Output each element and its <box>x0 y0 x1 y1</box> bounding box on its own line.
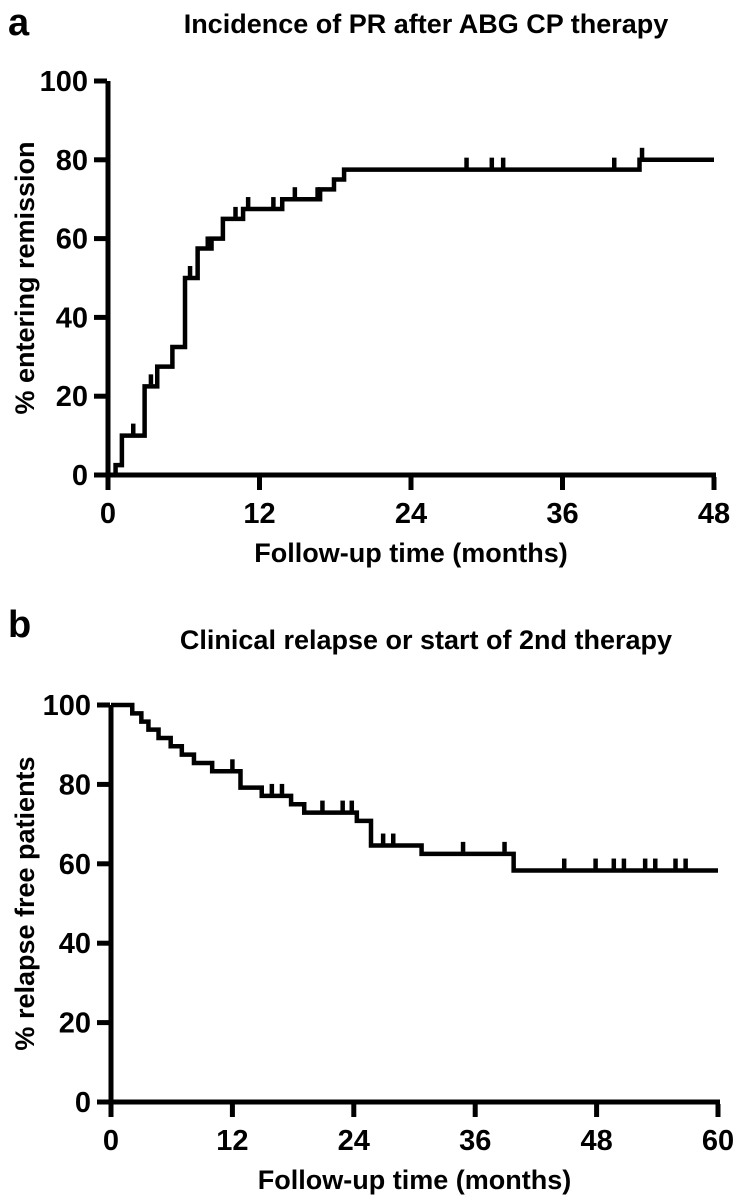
y-tick-label: 20 <box>56 381 88 413</box>
y-tick-label: 40 <box>56 302 88 334</box>
km-step-curve <box>108 157 714 478</box>
y-tick-label: 100 <box>43 690 91 722</box>
x-tick-label: 12 <box>243 498 275 530</box>
y-tick-label: 60 <box>56 224 88 256</box>
x-tick-label: 0 <box>100 498 116 530</box>
panel-a-label: a <box>8 2 30 44</box>
x-tick-label: 0 <box>103 1125 119 1157</box>
panel-b-label: b <box>8 604 32 646</box>
panel-a: a Incidence of PR after ABG CP therapy 0… <box>0 0 747 580</box>
y-tick-label: 40 <box>59 928 91 960</box>
x-tick-label: 48 <box>580 1125 612 1157</box>
x-tick-label: 36 <box>546 498 578 530</box>
y-axis-label: % relapse free patients <box>10 756 40 1050</box>
y-tick-label: 100 <box>40 66 88 98</box>
panel-b-title: Clinical relapse or start of 2nd therapy <box>179 625 673 655</box>
y-axis-label: % entering remission <box>10 141 40 414</box>
y-tick-label: 80 <box>59 769 91 801</box>
x-tick-label: 60 <box>702 1125 734 1157</box>
panel-a-title: Incidence of PR after ABG CP therapy <box>183 9 669 39</box>
panel-b: b Clinical relapse or start of 2nd thera… <box>0 580 747 1203</box>
x-axis-label: Follow-up time (months) <box>258 1165 571 1195</box>
x-tick-label: 24 <box>338 1125 370 1157</box>
km-chart-relapse-free: 0 20 40 60 80 100 0 12 24 36 48 60 Follow-up time (m… <box>10 690 734 1195</box>
x-tick-label: 48 <box>698 498 730 530</box>
y-tick-label: 60 <box>59 849 91 881</box>
km-chart-remission: 0 20 40 60 80 100 0 12 24 36 48 Follow-up time (mon… <box>10 66 730 568</box>
x-axis-label: Follow-up time (months) <box>254 538 567 568</box>
y-tick-label: 20 <box>59 1008 91 1040</box>
x-tick-label: 12 <box>216 1125 248 1157</box>
km-step-curve <box>111 702 718 873</box>
y-tick-label: 0 <box>75 1087 91 1119</box>
x-tick-label: 24 <box>395 498 427 530</box>
y-tick-label: 80 <box>56 145 88 177</box>
y-tick-label: 0 <box>72 460 88 492</box>
x-tick-label: 36 <box>459 1125 491 1157</box>
